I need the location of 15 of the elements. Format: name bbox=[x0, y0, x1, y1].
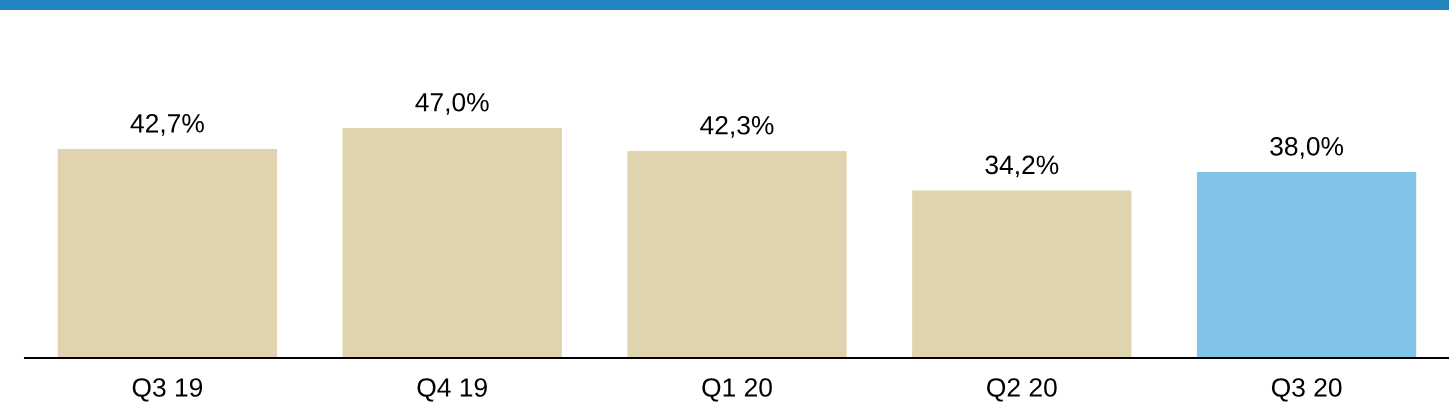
data-label: 42,3% bbox=[700, 115, 774, 138]
data-label: 38,0% bbox=[1270, 136, 1344, 159]
bar bbox=[57, 148, 278, 358]
x-tick-label: Q2 20 bbox=[987, 378, 1057, 402]
x-tick-label: Q3 19 bbox=[132, 378, 203, 402]
bar bbox=[912, 190, 1132, 358]
bar bbox=[1196, 171, 1417, 358]
bar bbox=[627, 150, 847, 358]
data-label: 34,2% bbox=[985, 155, 1059, 178]
data-label: 47,0% bbox=[415, 92, 489, 115]
x-tick-label: Q1 20 bbox=[702, 378, 772, 402]
bar bbox=[342, 127, 562, 358]
data-label: 42,7% bbox=[130, 113, 204, 136]
x-tick-label: Q4 19 bbox=[417, 378, 487, 402]
x-tick-label: Q3 20 bbox=[1271, 378, 1342, 402]
